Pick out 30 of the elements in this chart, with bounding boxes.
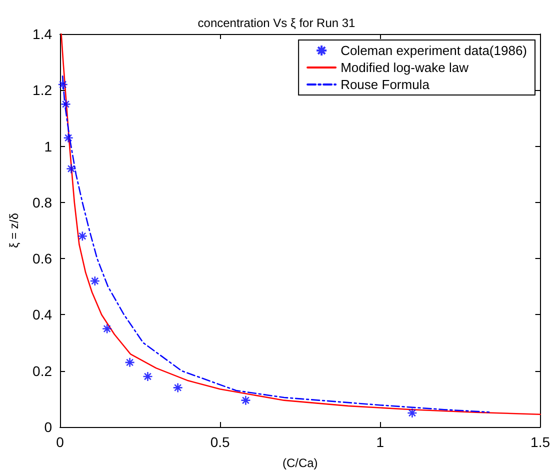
x-tick-label: 0.5 xyxy=(210,434,230,450)
point xyxy=(240,395,251,406)
x-tick-label: 1 xyxy=(376,434,384,450)
y-tick-label: 1.4 xyxy=(32,26,52,42)
chart-title: concentration Vs ξ for Run 31 xyxy=(198,16,356,30)
y-tick-label: 1 xyxy=(44,138,52,154)
point xyxy=(90,276,100,286)
y-tick-label: 1.2 xyxy=(32,82,52,98)
point xyxy=(77,230,88,242)
point xyxy=(58,79,68,90)
point xyxy=(60,99,71,110)
legend-label: Rouse Formula xyxy=(340,77,430,92)
point xyxy=(124,357,135,368)
point xyxy=(102,324,112,334)
point xyxy=(172,382,183,393)
point xyxy=(142,371,153,382)
x-tick-label: 1.5 xyxy=(530,434,550,450)
x-axis-title: (C/Ca) xyxy=(282,456,318,470)
legend-label: Coleman experiment data(1986) xyxy=(340,43,527,58)
y-tick-label: 0.8 xyxy=(32,194,52,210)
y-tick-label: 0.6 xyxy=(32,250,52,267)
y-tick-label: 0 xyxy=(44,419,52,435)
legend-label: Modified log-wake law xyxy=(340,60,470,75)
y-axis-title: ξ = z/δ xyxy=(7,212,21,248)
x-tick-label: 0 xyxy=(56,434,64,450)
point xyxy=(66,164,76,174)
point xyxy=(63,132,74,144)
y-tick-label: 0.4 xyxy=(32,306,52,323)
y-tick-label: 0.2 xyxy=(32,362,52,379)
point xyxy=(407,408,418,418)
